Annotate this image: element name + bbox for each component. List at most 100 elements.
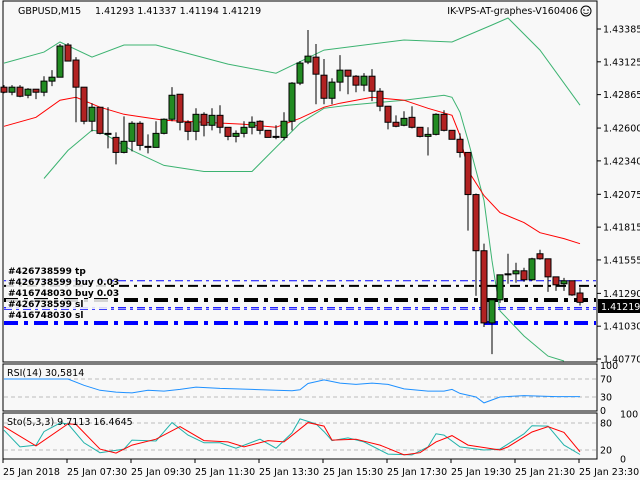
candle-body xyxy=(288,82,296,122)
candle xyxy=(280,112,288,141)
time-tick-label: 25 Jan 2018 xyxy=(3,467,60,478)
candle-body xyxy=(160,118,168,134)
time-tick-label: 25 Jan 19:30 xyxy=(451,467,511,478)
candle xyxy=(40,76,48,97)
candle xyxy=(176,93,184,131)
candle xyxy=(544,258,552,292)
candle-body xyxy=(424,133,432,137)
candle xyxy=(24,88,32,99)
candle-body xyxy=(472,194,480,252)
candle xyxy=(16,85,24,98)
price-tick-label: 1.41555 xyxy=(603,255,640,266)
candle xyxy=(400,111,408,127)
order-label: #426738599 sl xyxy=(8,300,83,310)
candle-body xyxy=(136,122,144,146)
candle-body xyxy=(304,55,312,63)
candle xyxy=(144,134,152,154)
candle xyxy=(208,108,216,131)
order-label: #426738599 buy 0.03 xyxy=(8,278,119,288)
candle xyxy=(288,82,296,131)
candle-body xyxy=(232,132,240,137)
candle-body xyxy=(248,121,256,128)
candle-body xyxy=(456,138,464,153)
indicator-tick-label: 20 xyxy=(600,446,612,457)
candle-body xyxy=(192,113,200,132)
candle xyxy=(464,151,472,231)
candle xyxy=(448,129,456,140)
candle-body xyxy=(152,132,160,148)
candle xyxy=(200,112,208,137)
expert-name: IK-VPS-AT-graphes-V160406 xyxy=(447,6,578,17)
candle-body xyxy=(0,86,8,93)
candles-layer xyxy=(0,30,584,355)
candle-body xyxy=(440,113,448,131)
candle xyxy=(384,105,392,130)
candle xyxy=(360,73,368,92)
indicator-tick-label: 100 xyxy=(620,410,638,421)
price-tick-label: 1.41030 xyxy=(603,322,640,333)
candle xyxy=(120,116,128,154)
stoch-signal-line xyxy=(3,422,581,456)
price-tick-label: 1.41290 xyxy=(603,289,640,300)
candle xyxy=(424,127,432,156)
symbol-timeframe: GBPUSD,M15 xyxy=(18,6,81,17)
candle-body xyxy=(312,56,320,75)
stoch-title: Sto(5,3,3) 9.7113 16.4645 xyxy=(7,417,133,428)
candle-body xyxy=(280,120,288,138)
time-tick-label: 25 Jan 13:30 xyxy=(259,467,319,478)
candle-body xyxy=(240,126,248,134)
candle xyxy=(152,121,160,148)
candle xyxy=(184,120,192,141)
time-tick-label: 25 Jan 21:30 xyxy=(515,467,575,478)
candle-body xyxy=(520,270,528,281)
candle xyxy=(520,267,528,282)
time-tick-label: 25 Jan 23:30 xyxy=(579,467,639,478)
candle xyxy=(336,55,344,92)
price-tick-label: 1.41815 xyxy=(603,223,640,234)
indicator-tick-label: 0 xyxy=(600,406,606,417)
candle-body xyxy=(96,106,104,134)
candle xyxy=(104,107,112,149)
candle-body xyxy=(40,80,48,93)
candle-body xyxy=(536,253,544,260)
order-label: #426738599 tp xyxy=(8,267,86,277)
candle xyxy=(552,276,560,291)
indicator-tick-label: 100 xyxy=(600,361,618,372)
candle-body xyxy=(552,276,560,286)
candle xyxy=(536,249,544,260)
candle xyxy=(64,43,72,62)
current-price-box xyxy=(598,299,640,313)
time-tick-label: 25 Jan 07:30 xyxy=(67,467,127,478)
main-panel-frame xyxy=(2,0,598,363)
candle xyxy=(488,299,496,355)
candle xyxy=(160,118,168,135)
candle-body xyxy=(16,86,24,97)
indicator-tick-label: 0 xyxy=(620,455,626,466)
candle-body xyxy=(184,121,192,132)
candle-body xyxy=(208,114,216,126)
candle-body xyxy=(64,44,72,62)
price-axis: 1.43385 1.43125 1.42865 1.42600 1.42340 1.420… xyxy=(597,25,640,366)
candle xyxy=(440,110,448,132)
candle xyxy=(304,30,312,65)
candle-body xyxy=(120,140,128,153)
candle xyxy=(32,88,40,100)
candle-body xyxy=(80,86,88,122)
candle xyxy=(112,132,120,165)
rsi-line xyxy=(4,378,580,404)
candle-body xyxy=(104,132,112,135)
candle-body xyxy=(88,106,96,122)
candle-body xyxy=(408,116,416,128)
candle-body xyxy=(56,45,64,78)
stoch-panel-frame xyxy=(2,412,598,460)
candle-body xyxy=(320,74,328,99)
candle-body xyxy=(496,274,504,301)
order-lines-layer: #426738599 tp#426738599 buy 0.03#4167480… xyxy=(4,266,596,326)
smiley-icon[interactable] xyxy=(580,5,592,17)
order-label-backdrop xyxy=(6,288,110,298)
moving-average-line xyxy=(3,96,581,245)
candle-body xyxy=(336,69,344,83)
candle xyxy=(80,86,88,125)
